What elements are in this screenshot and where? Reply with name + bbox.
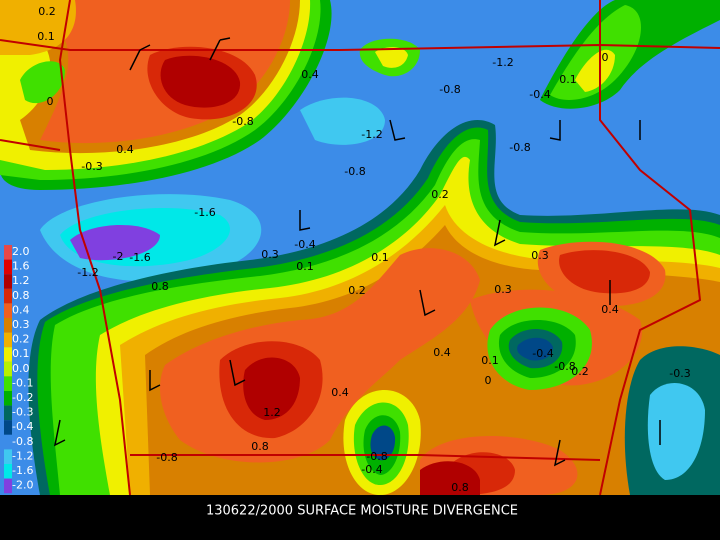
contour-label: -2 xyxy=(113,250,124,263)
contour-label: -1.2 xyxy=(77,266,98,279)
legend-label: -1.2 xyxy=(12,449,33,462)
contour-label: 0.3 xyxy=(531,249,549,262)
legend-label: 0.8 xyxy=(12,289,30,302)
contour-label: -0.8 xyxy=(554,360,575,373)
contour-label: 0.8 xyxy=(451,481,469,494)
legend-label: 0.0 xyxy=(12,362,30,375)
legend: 2.01.61.20.80.40.30.20.10.0-0.1-0.2-0.3-… xyxy=(4,245,33,494)
contour-label: 0.1 xyxy=(481,354,499,367)
contour-label: 0.2 xyxy=(38,5,56,18)
contour-label: 0.4 xyxy=(331,386,349,399)
legend-label: -2.0 xyxy=(12,479,33,492)
contour-label: 0.4 xyxy=(433,346,451,359)
contour-label: 0.8 xyxy=(251,440,269,453)
contour-label: -1.6 xyxy=(194,206,215,219)
legend-label: 2.0 xyxy=(12,245,30,258)
contour-label: -0.8 xyxy=(509,141,530,154)
legend-swatch xyxy=(4,376,12,391)
legend-label: 0.3 xyxy=(12,318,30,331)
contour-label: -0.8 xyxy=(344,165,365,178)
contour-label: -0.8 xyxy=(156,451,177,464)
contour-label: 0 xyxy=(602,51,609,64)
contour-label: -0.8 xyxy=(439,83,460,96)
legend-label: 0.2 xyxy=(12,333,30,346)
contour-label: 0.2 xyxy=(348,284,366,297)
contour-label: -0.8 xyxy=(232,115,253,128)
map: 0.20.100.4-0.3-0.80.4-1.2-0.8-0.8-1.2-0.… xyxy=(0,0,720,495)
contour-label: -0.4 xyxy=(532,347,553,360)
contour-label: -0.3 xyxy=(81,160,102,173)
contour-label: 0 xyxy=(485,374,492,387)
legend-swatch xyxy=(4,259,12,275)
contour-label: -0.8 xyxy=(366,450,387,463)
contour-label: 0.1 xyxy=(37,30,55,43)
legend-label: 0.1 xyxy=(12,347,30,360)
contour-label: 0.1 xyxy=(371,251,389,264)
legend-swatch xyxy=(4,464,12,479)
legend-swatch xyxy=(4,434,12,450)
legend-label: -0.1 xyxy=(12,376,33,389)
contour-label: 0.3 xyxy=(494,283,512,296)
legend-label: -1.6 xyxy=(12,464,33,477)
legend-swatch xyxy=(4,391,12,406)
legend-swatch xyxy=(4,449,12,464)
contour-label: 0.4 xyxy=(301,68,319,81)
legend-swatch xyxy=(4,478,12,494)
legend-swatch xyxy=(4,347,12,362)
legend-label: 1.2 xyxy=(12,274,30,287)
caption: 130622/2000 SURFACE MOISTURE DIVERGENCE xyxy=(206,504,518,519)
legend-label: -0.3 xyxy=(12,406,33,419)
legend-swatch xyxy=(4,361,12,377)
legend-swatch xyxy=(4,303,12,318)
contour-label: -0.4 xyxy=(294,238,315,251)
contour-label: 0.4 xyxy=(116,143,134,156)
legend-swatch xyxy=(4,420,12,435)
legend-label: -0.8 xyxy=(12,435,33,448)
contour-label: -1.2 xyxy=(492,56,513,69)
contour-label: -0.4 xyxy=(361,463,382,476)
legend-swatch xyxy=(4,274,12,289)
contour-label: -0.3 xyxy=(669,367,690,380)
contour-label: -0.4 xyxy=(529,88,550,101)
contour-label: -1.6 xyxy=(129,251,150,264)
contour-label: 0.1 xyxy=(296,260,314,273)
contour-label: 0 xyxy=(47,95,54,108)
legend-label: -0.2 xyxy=(12,391,33,404)
contour-label: 0.1 xyxy=(559,73,577,86)
legend-swatch xyxy=(4,288,12,304)
legend-swatch xyxy=(4,405,12,421)
contour-label: 0.3 xyxy=(261,248,279,261)
contour-label: 0.2 xyxy=(431,188,449,201)
contour-label: -1.2 xyxy=(361,128,382,141)
contour-label: 0.4 xyxy=(601,303,619,316)
legend-label: -0.4 xyxy=(12,420,33,433)
legend-swatch xyxy=(4,245,12,260)
legend-swatch xyxy=(4,332,12,348)
contour-label: 0.2 xyxy=(571,365,589,378)
contour-label: 0.8 xyxy=(151,280,169,293)
legend-swatch xyxy=(4,318,12,333)
legend-label: 0.4 xyxy=(12,303,30,316)
legend-label: 1.6 xyxy=(12,260,30,273)
contour-label: 1.2 xyxy=(263,406,281,419)
